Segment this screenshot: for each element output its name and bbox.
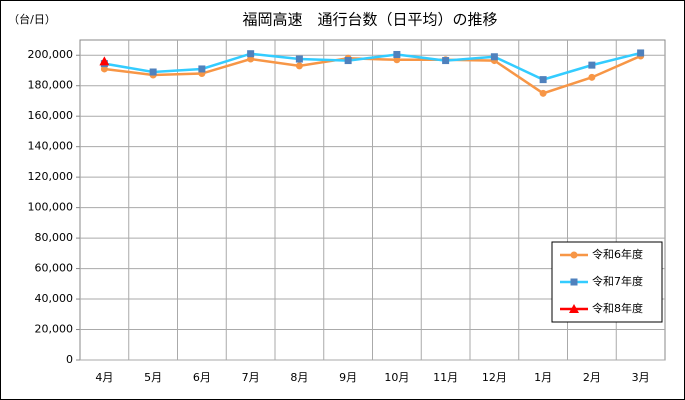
y-tick-label: 200,000 (28, 48, 74, 61)
marker (393, 50, 401, 58)
marker (588, 61, 596, 69)
chart-title: 福岡高速 通行台数（日平均）の推移 (242, 11, 497, 29)
marker (344, 57, 352, 65)
y-tick-label: 160,000 (28, 109, 74, 122)
y-tick-label: 60,000 (35, 262, 74, 275)
x-tick-label: 11月 (433, 371, 458, 384)
y-tick-label: 100,000 (28, 201, 74, 214)
marker (442, 57, 450, 65)
x-tick-label: 2月 (583, 371, 601, 384)
marker (295, 55, 303, 63)
marker (100, 65, 108, 73)
y-tick-label: 140,000 (28, 140, 74, 153)
marker (247, 55, 255, 63)
x-tick-label: 1月 (534, 371, 552, 384)
x-tick-label: 6月 (193, 371, 211, 384)
marker (569, 304, 579, 313)
x-tick-label: 12月 (482, 371, 507, 384)
y-tick-label: 120,000 (28, 170, 74, 183)
marker (570, 278, 578, 286)
marker (295, 62, 303, 70)
marker (149, 68, 157, 76)
y-tick-label: 0 (66, 353, 73, 366)
legend-label: 令和6年度 (592, 247, 643, 261)
marker (393, 56, 401, 64)
legend-label: 令和8年度 (592, 301, 643, 315)
marker (99, 56, 110, 66)
y-tick-label: 180,000 (28, 79, 74, 92)
x-tick-label: 8月 (290, 371, 308, 384)
x-tick-label: 10月 (384, 371, 409, 384)
x-tick-label: 3月 (632, 371, 650, 384)
marker (539, 76, 547, 84)
x-tick-label: 5月 (144, 371, 162, 384)
y-axis-label: （台/日） (8, 12, 56, 26)
x-tick-label: 4月 (95, 371, 113, 384)
x-tick-label: 7月 (242, 371, 260, 384)
marker (198, 65, 206, 73)
y-tick-label: 80,000 (35, 231, 74, 244)
marker (588, 73, 596, 81)
y-tick-label: 40,000 (35, 292, 74, 305)
marker (637, 49, 645, 57)
marker (570, 251, 578, 259)
marker (490, 53, 498, 61)
series-line (104, 54, 642, 95)
marker (539, 89, 547, 97)
legend-label: 令和7年度 (592, 274, 643, 288)
y-tick-label: 20,000 (35, 323, 74, 336)
marker (247, 50, 255, 58)
x-tick-label: 9月 (339, 371, 357, 384)
series-line (104, 51, 641, 81)
